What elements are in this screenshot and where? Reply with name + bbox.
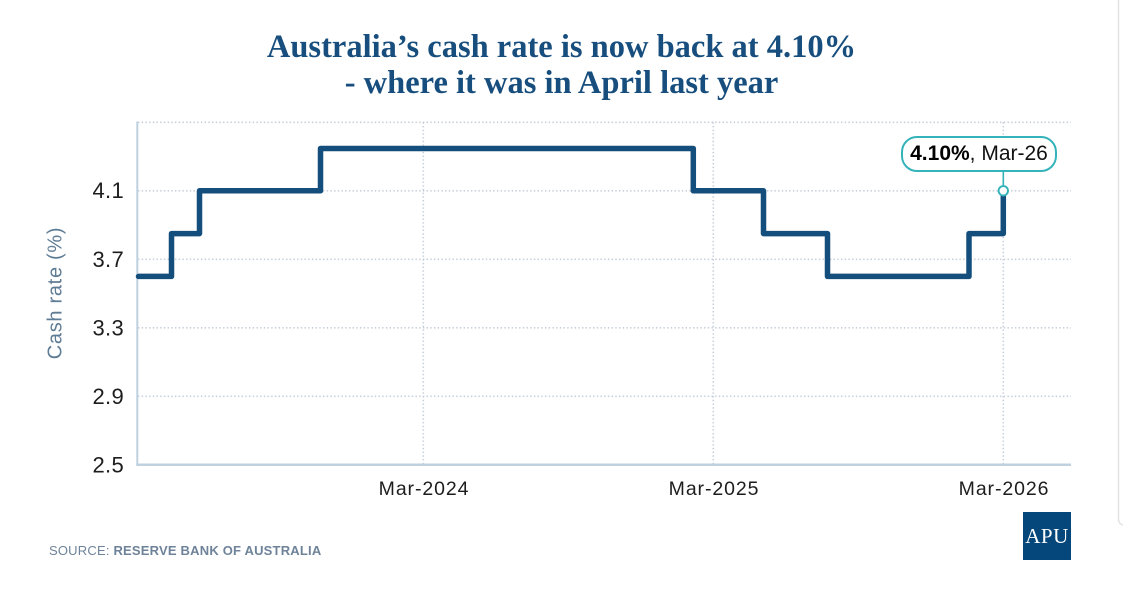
svg-text:3.3: 3.3 (93, 315, 124, 340)
svg-text:Mar-2025: Mar-2025 (669, 478, 760, 500)
svg-text:Mar-2026: Mar-2026 (959, 478, 1050, 500)
svg-text:4.1: 4.1 (93, 178, 124, 203)
svg-text:2.5: 2.5 (93, 452, 124, 477)
svg-text:2.9: 2.9 (93, 384, 124, 409)
svg-text:3.7: 3.7 (93, 247, 124, 272)
svg-text:Mar-2024: Mar-2024 (379, 478, 470, 500)
